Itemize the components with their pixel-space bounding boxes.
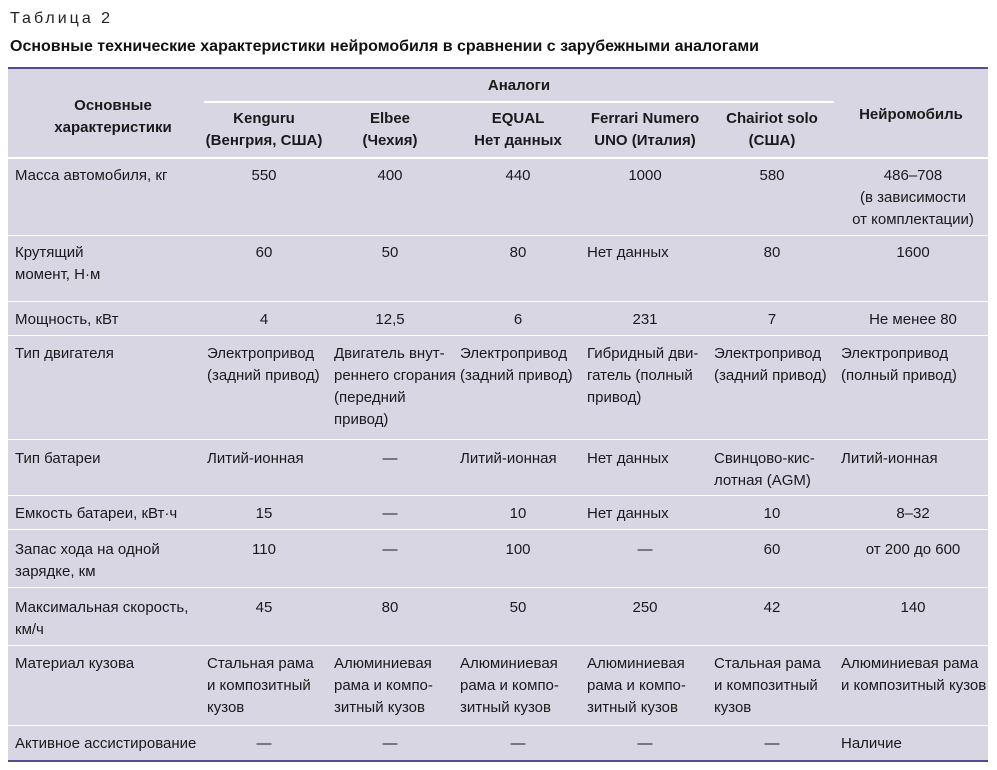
- row-label-power: Мощность, кВт: [15, 311, 119, 328]
- table-caption: Таблица 2: [10, 10, 114, 27]
- cell-engine-chairiot: Электропривод (задний привод): [714, 345, 827, 384]
- cell-assist-kenguru: —: [256, 735, 272, 752]
- cell-power-ferrari: 231: [632, 311, 658, 328]
- row-divider: [8, 587, 988, 588]
- cell-body-elbee: Алюминиевая рама и компо- зитный кузов: [334, 655, 433, 716]
- header-main-characteristics: Основные характеристики: [54, 97, 172, 136]
- row-divider: [8, 335, 988, 336]
- cell-torque-elbee: 50: [381, 244, 399, 261]
- cell-mass-ferrari: 1000: [628, 167, 662, 184]
- cell-power-neuromobile: Не менее 80: [869, 311, 957, 328]
- cell-battery-neuromobile: Литий-ионная: [841, 450, 938, 467]
- cell-battery-elbee: —: [382, 450, 398, 467]
- cell-mass-elbee: 400: [377, 167, 403, 184]
- cell-battery-equal: Литий-ионная: [460, 450, 557, 467]
- cell-range-chairiot: 60: [763, 541, 781, 558]
- cell-assist-equal: —: [510, 735, 526, 752]
- cell-torque-chairiot: 80: [763, 244, 781, 261]
- cell-engine-elbee: Двигатель внут- реннего сгорания (передн…: [334, 345, 456, 428]
- header-col-neuromobile: Нейромобиль: [859, 106, 963, 123]
- header-divider: [8, 157, 988, 159]
- cell-power-chairiot: 7: [767, 311, 777, 328]
- cell-mass-neuromobile: 486–708 (в зависимости от комплектации): [852, 167, 974, 228]
- cell-engine-kenguru: Электропривод (задний привод): [207, 345, 320, 384]
- cell-body-ferrari: Алюминиевая рама и компо- зитный кузов: [587, 655, 686, 716]
- cell-body-neuromobile: Алюминиевая рама и композитный кузов: [841, 655, 987, 694]
- cell-torque-equal: 80: [509, 244, 527, 261]
- cell-speed-equal: 50: [509, 599, 527, 616]
- cell-capacity-neuromobile: 8–32: [896, 505, 930, 522]
- cell-engine-neuromobile: Электропривод (полный привод): [841, 345, 957, 384]
- table-title: Основные технические характеристики нейр…: [10, 38, 760, 55]
- row-divider: [8, 495, 988, 496]
- row-label-engine-type: Тип двигателя: [15, 345, 114, 362]
- cell-speed-neuromobile: 140: [900, 599, 926, 616]
- header-col-ferrari: Ferrari Numero UNO (Италия): [590, 110, 700, 149]
- cell-range-equal: 100: [505, 541, 531, 558]
- header-group-divider: [204, 101, 834, 103]
- row-label-body-material: Материал кузова: [15, 655, 135, 672]
- cell-battery-kenguru: Литий-ионная: [207, 450, 304, 467]
- cell-speed-ferrari: 250: [632, 599, 658, 616]
- row-divider: [8, 439, 988, 440]
- row-divider: [8, 645, 988, 646]
- cell-speed-kenguru: 45: [255, 599, 273, 616]
- cell-torque-neuromobile: 1600: [896, 244, 930, 261]
- cell-mass-kenguru: 550: [251, 167, 277, 184]
- cell-assist-chairiot: —: [764, 735, 780, 752]
- row-divider: [8, 725, 988, 726]
- cell-mass-chairiot: 580: [759, 167, 785, 184]
- row-label-battery-capacity: Емкость батареи, кВт·ч: [15, 505, 178, 522]
- cell-capacity-ferrari: Нет данных: [587, 505, 669, 522]
- cell-power-equal: 6: [513, 311, 523, 328]
- cell-power-elbee: 12,5: [375, 311, 405, 328]
- cell-battery-ferrari: Нет данных: [587, 450, 669, 467]
- cell-assist-neuromobile: Наличие: [841, 735, 902, 752]
- cell-capacity-equal: 10: [509, 505, 527, 522]
- cell-range-kenguru: 110: [252, 541, 276, 558]
- row-label-max-speed: Максимальная скорость, км/ч: [15, 599, 189, 638]
- header-col-chairiot: Chairiot solo (США): [726, 110, 818, 149]
- cell-assist-elbee: —: [382, 735, 398, 752]
- cell-assist-ferrari: —: [637, 735, 653, 752]
- row-divider: [8, 529, 988, 530]
- cell-torque-ferrari: Нет данных: [587, 244, 669, 261]
- cell-speed-chairiot: 42: [763, 599, 781, 616]
- cell-torque-kenguru: 60: [255, 244, 273, 261]
- cell-range-neuromobile: от 200 до 600: [865, 541, 961, 558]
- cell-battery-chairiot: Свинцово-кис- лотная (AGM): [714, 450, 815, 489]
- row-divider: [8, 235, 988, 236]
- cell-engine-equal: Электропривод (задний привод): [460, 345, 573, 384]
- comparison-table: Основные характеристики Аналоги Kenguru …: [8, 67, 988, 762]
- cell-power-kenguru: 4: [259, 311, 269, 328]
- row-label-battery-type: Тип батареи: [15, 450, 101, 467]
- header-col-equal: EQUAL Нет данных: [474, 110, 562, 149]
- cell-capacity-elbee: —: [382, 505, 398, 522]
- cell-engine-ferrari: Гибридный дви- гатель (полный привод): [587, 345, 699, 406]
- cell-body-equal: Алюминиевая рама и компо- зитный кузов: [460, 655, 559, 716]
- cell-range-ferrari: —: [637, 541, 653, 558]
- cell-speed-elbee: 80: [381, 599, 399, 616]
- header-col-elbee: Elbee (Чехия): [362, 110, 418, 149]
- row-label-range: Запас хода на одной зарядке, км: [15, 541, 160, 580]
- cell-range-elbee: —: [382, 541, 398, 558]
- cell-body-kenguru: Стальная рама и композитный кузов: [207, 655, 314, 716]
- cell-mass-equal: 440: [505, 167, 531, 184]
- row-label-mass: Масса автомобиля, кг: [15, 167, 168, 184]
- cell-body-chairiot: Стальная рама и композитный кузов: [714, 655, 821, 716]
- row-divider: [8, 301, 988, 302]
- header-col-kenguru: Kenguru (Венгрия, США): [205, 110, 323, 149]
- header-group-analogs: Аналоги: [487, 77, 551, 94]
- row-label-torque: Крутящий момент, Н·м: [15, 244, 101, 283]
- cell-capacity-chairiot: 10: [763, 505, 781, 522]
- row-label-active-assistance: Активное ассистирование: [15, 735, 197, 752]
- cell-capacity-kenguru: 15: [255, 505, 273, 522]
